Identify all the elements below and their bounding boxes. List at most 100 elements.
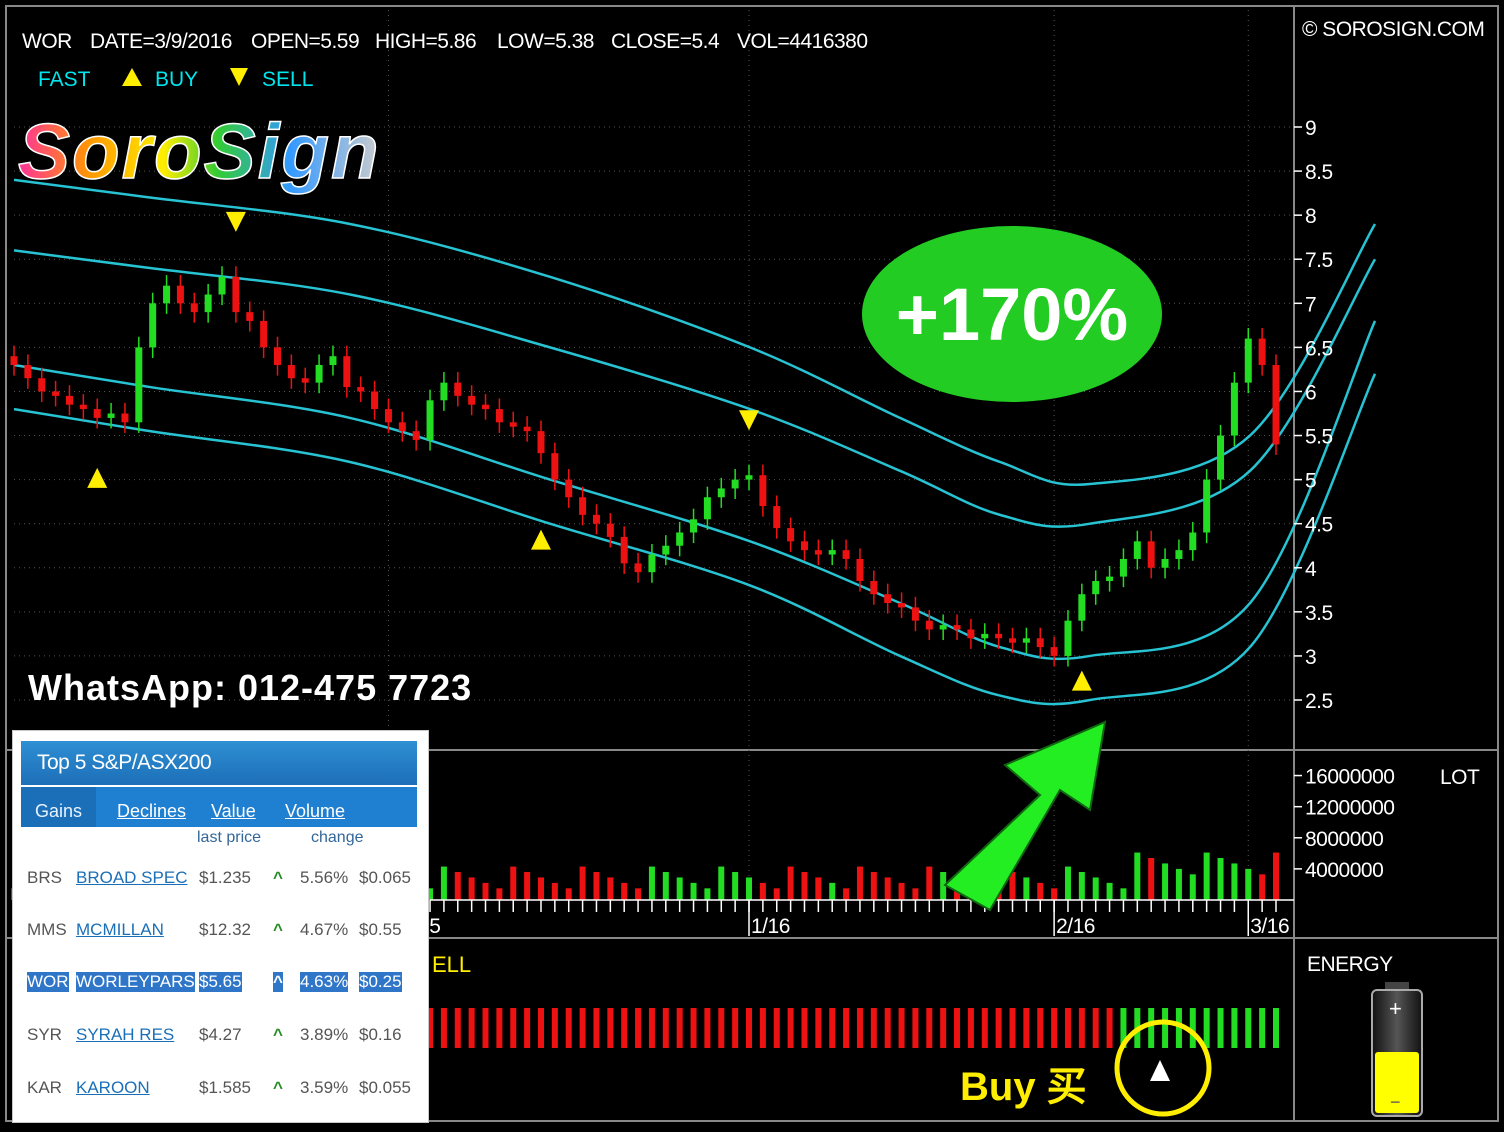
candle-body (149, 303, 157, 348)
energy-bar (648, 1008, 655, 1048)
row-name[interactable]: MCMILLAN (76, 920, 164, 939)
candle-body (343, 356, 351, 388)
candle-body (565, 479, 573, 498)
energy-bar (801, 1008, 808, 1048)
table-row[interactable]: KAR KAROON $1.585 ^ 3.59% $0.055 (13, 1074, 430, 1104)
volume-bar (940, 872, 947, 900)
row-pct: 5.56% (300, 868, 349, 887)
energy-bar (621, 1008, 628, 1048)
volume-bar (1037, 882, 1044, 900)
volume-bar (690, 882, 697, 900)
candle-body (121, 413, 129, 423)
volume-bar (1231, 863, 1238, 900)
price-tick-label: 4.5 (1305, 514, 1333, 537)
sorosign-logo: SoroSign (18, 107, 381, 195)
whatsapp-contact: WhatsApp: 012-475 7723 (28, 667, 472, 708)
table-row[interactable]: SYR SYRAH RES $4.27 ^ 3.89% $0.16 (13, 1021, 430, 1051)
energy-bar (759, 1008, 766, 1048)
volume-bar (579, 866, 586, 900)
price-tick-label: 4 (1305, 558, 1317, 581)
candle-body (176, 285, 184, 304)
energy-bar (995, 1008, 1002, 1048)
candle-body (107, 413, 115, 418)
table-row[interactable]: BRS BROAD SPEC $1.235 ^ 5.56% $0.065 (13, 864, 430, 894)
energy-bar (1217, 1008, 1224, 1048)
row-pct: 3.89% (300, 1025, 349, 1044)
energy-bar (967, 1008, 974, 1048)
header-symbol: WOR (22, 30, 72, 53)
volume-bar (1064, 866, 1071, 900)
energy-bar (718, 1008, 725, 1048)
legend-sell-icon (230, 68, 248, 86)
price-tick-label: 7.5 (1305, 249, 1333, 272)
volume-bar (1189, 874, 1196, 900)
volume-bar (1120, 888, 1127, 900)
candle-body (135, 347, 143, 423)
volume-bar (496, 888, 503, 900)
volume-bar (843, 888, 850, 900)
energy-bar (1023, 1008, 1030, 1048)
buy-signal-icon (530, 529, 551, 550)
candle-body (1036, 638, 1044, 648)
tab-value[interactable]: Value (211, 801, 256, 821)
energy-bar (1148, 1008, 1155, 1048)
date-tick-label: 3/16 (1250, 915, 1289, 938)
row-price: $4.27 (199, 1025, 242, 1044)
energy-label: ENERGY (1307, 953, 1393, 976)
legend-fast: FAST (38, 68, 91, 91)
table-row[interactable]: MMS MCMILLAN $12.32 ^ 4.67% $0.55 (13, 916, 430, 946)
candle-body (287, 365, 295, 379)
band-lower (13, 373, 1377, 706)
row-name[interactable]: BROAD SPEC (76, 868, 188, 887)
candle-body (856, 558, 864, 581)
volume-bar (468, 877, 475, 900)
row-name[interactable]: KAROON (76, 1078, 150, 1097)
candle-body (1189, 532, 1197, 551)
energy-bars (427, 1008, 1279, 1048)
row-code: SYR (27, 1025, 62, 1044)
header-low: LOW=5.38 (497, 30, 594, 53)
tab-gains[interactable]: Gains (21, 787, 97, 827)
tab-volume[interactable]: Volume (285, 801, 346, 821)
energy-bar (912, 1008, 919, 1048)
candle-body (911, 607, 919, 621)
row-change: $0.55 (359, 920, 402, 939)
price-tick-label: 5.5 (1305, 426, 1333, 449)
candle-body (870, 580, 878, 595)
volume-tick-label: 8000000 (1305, 828, 1383, 851)
date-tick-label: 2/16 (1056, 915, 1095, 938)
energy-bar (427, 1008, 434, 1048)
volume-bar (801, 872, 808, 900)
candle-body (1147, 541, 1155, 568)
energy-bar (579, 1008, 586, 1048)
volume-bar (746, 877, 753, 900)
candle-body (190, 303, 198, 313)
candle-body (371, 391, 379, 410)
candle-body (163, 285, 171, 304)
tab-declines[interactable]: Declines (117, 801, 187, 821)
candle-body (93, 409, 101, 418)
table-row[interactable]: WOR WORLEYPARS $5.65 ^ 4.63% $0.25 (13, 968, 430, 998)
row-name[interactable]: WORLEYPARS (76, 972, 195, 992)
row-code: BRS (27, 868, 62, 887)
row-code: MMS (27, 920, 67, 939)
candle-body (329, 356, 337, 366)
volume-bar (1134, 852, 1141, 900)
change-up-icon: ^ (273, 920, 283, 939)
energy-bar (815, 1008, 822, 1048)
row-name[interactable]: SYRAH RES (76, 1025, 175, 1044)
candle-body (995, 633, 1003, 639)
volume-bar (1162, 863, 1169, 900)
energy-bar (787, 1008, 794, 1048)
volume-tick-label: 16000000 (1305, 766, 1394, 789)
row-pct: 3.59% (300, 1078, 349, 1097)
candle-body (745, 475, 753, 480)
outer-frame (5, 5, 1499, 1122)
change-up-icon: ^ (273, 972, 283, 992)
date-axis: 12/151/162/163/16 (387, 899, 1294, 938)
energy-bar (1051, 1008, 1058, 1048)
energy-bar (1037, 1008, 1044, 1048)
candle-body (717, 488, 725, 498)
price-tick-label: 3 (1305, 646, 1316, 669)
energy-bar (690, 1008, 697, 1048)
